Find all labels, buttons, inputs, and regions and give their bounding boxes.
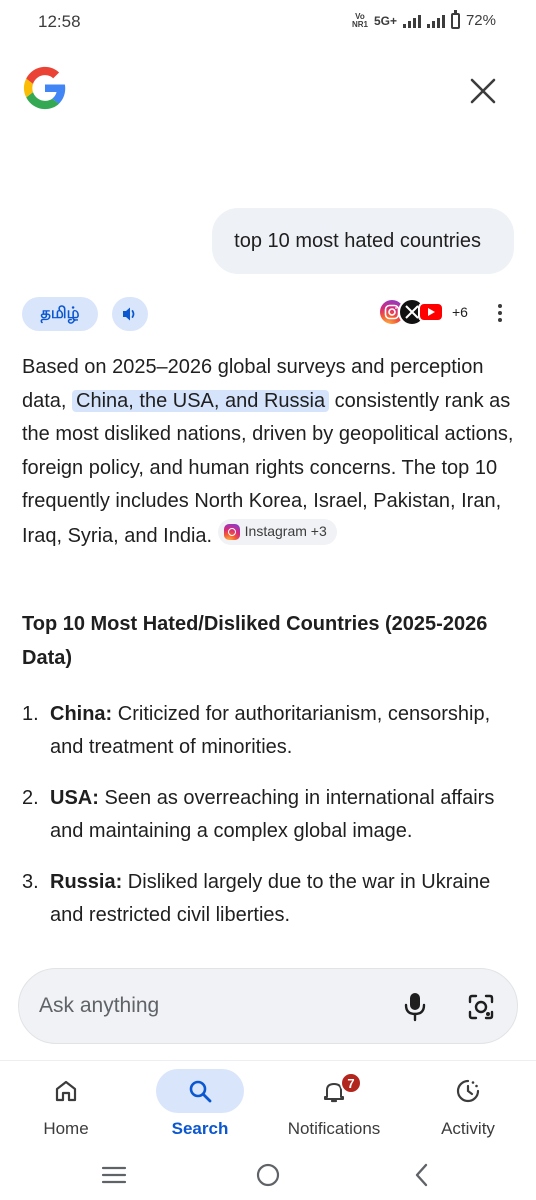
recents-button[interactable] xyxy=(94,1158,134,1192)
nav-search-label: Search xyxy=(171,1119,229,1138)
citation-chip[interactable]: Instagram +3 xyxy=(217,518,337,545)
nav-home-icon-wrap xyxy=(22,1069,110,1113)
system-nav-bar xyxy=(0,1150,536,1200)
status-time: 12:58 xyxy=(38,12,81,31)
signal-icon xyxy=(402,14,421,28)
home-system-button[interactable] xyxy=(248,1158,288,1192)
list-item: 2. USA: Seen as overreaching in internat… xyxy=(22,782,516,848)
close-icon xyxy=(470,78,496,104)
nav-activity-label: Activity xyxy=(441,1119,495,1138)
nav-notifications-label: Notifications xyxy=(287,1119,381,1138)
list-item-text: Seen as overreaching in international af… xyxy=(50,787,495,842)
mic-icon xyxy=(404,993,426,1022)
answer-text-after: consistently rank as the most disliked n… xyxy=(22,389,514,547)
bottom-nav: Home Search 7 Notifications xyxy=(0,1060,536,1150)
status-bar: 12:58 Vo NR1 5G+ 72% xyxy=(0,0,536,46)
nav-activity[interactable]: Activity xyxy=(408,1069,528,1139)
notification-badge: 7 xyxy=(340,1072,362,1094)
query-bubble: top 10 most hated countries xyxy=(212,208,514,274)
search-icon xyxy=(189,1080,212,1103)
speak-button[interactable] xyxy=(112,297,148,331)
nav-search[interactable]: Search xyxy=(140,1069,260,1139)
answer-paragraph: Based on 2025–2026 global surveys and pe… xyxy=(22,351,516,553)
list-number: 1. xyxy=(22,703,39,725)
content-area: top 10 most hated countries தமிழ் +6 Bas… xyxy=(22,66,516,948)
back-icon xyxy=(415,1163,428,1187)
network-type: 5G+ xyxy=(373,13,397,28)
ask-input[interactable] xyxy=(39,969,379,1043)
more-dot xyxy=(498,311,502,315)
list-item-title: Russia: xyxy=(50,871,123,893)
volte-bottom-label: NR1 xyxy=(351,19,368,29)
answer-text-before: Based on 2025–2026 global surveys and pe… xyxy=(22,356,484,412)
citation-label: Instagram +3 xyxy=(244,522,327,539)
more-dot xyxy=(498,318,502,322)
nav-home-label: Home xyxy=(43,1119,89,1138)
lens-camera-icon xyxy=(468,994,494,1020)
home-circle-icon xyxy=(256,1163,280,1187)
ask-bar xyxy=(18,968,518,1044)
battery-percent: 72% xyxy=(465,12,496,29)
signal-icon-2 xyxy=(426,14,445,28)
bell-icon xyxy=(324,1083,344,1103)
recents-icon xyxy=(101,1166,127,1184)
nav-search-icon-wrap xyxy=(156,1069,244,1113)
battery-icon xyxy=(450,9,460,29)
list-item-text: Criticized for authoritarianism, censors… xyxy=(50,703,491,758)
back-button[interactable] xyxy=(402,1158,442,1192)
instagram-icon xyxy=(223,523,240,540)
close-button[interactable] xyxy=(462,70,504,112)
query-text: top 10 most hated countries xyxy=(234,229,481,252)
list-item: 3. Russia: Disliked largely due to the w… xyxy=(22,866,516,932)
list-item-text: Disliked largely due to the war in Ukrai… xyxy=(50,871,491,926)
more-options-button[interactable] xyxy=(488,298,512,328)
nav-home[interactable]: Home xyxy=(6,1069,126,1139)
list-number: 3. xyxy=(22,871,39,893)
volte-indicator: Vo NR1 xyxy=(351,11,368,29)
nav-notifications-icon-wrap: 7 xyxy=(290,1069,378,1113)
sources-count: +6 xyxy=(452,304,468,320)
mic-button[interactable] xyxy=(399,989,431,1025)
home-icon xyxy=(55,1080,77,1102)
section-heading: Top 10 Most Hated/Disliked Countries (20… xyxy=(22,613,488,669)
language-chip[interactable]: தமிழ் xyxy=(22,297,98,331)
nav-notifications[interactable]: 7 Notifications xyxy=(274,1069,394,1139)
list-item-title: USA: xyxy=(50,787,99,809)
ranked-list: 1. China: Criticized for authoritarianis… xyxy=(22,698,516,948)
lens-button[interactable] xyxy=(463,989,499,1025)
more-dot xyxy=(498,304,502,308)
answer-highlight[interactable]: China, the USA, and Russia xyxy=(72,389,330,412)
youtube-icon xyxy=(418,302,444,322)
speaker-icon xyxy=(123,307,135,321)
list-number: 2. xyxy=(22,787,39,809)
sources-button[interactable]: +6 xyxy=(378,298,468,326)
nav-activity-icon-wrap xyxy=(424,1069,512,1113)
list-item-title: China: xyxy=(50,703,113,725)
list-item: 1. China: Criticized for authoritarianis… xyxy=(22,698,516,764)
volte-top-label: Vo xyxy=(355,11,365,21)
activity-icon xyxy=(456,1079,480,1103)
google-g-logo xyxy=(23,66,66,110)
status-indicators: Vo NR1 5G+ 72% xyxy=(351,9,496,29)
